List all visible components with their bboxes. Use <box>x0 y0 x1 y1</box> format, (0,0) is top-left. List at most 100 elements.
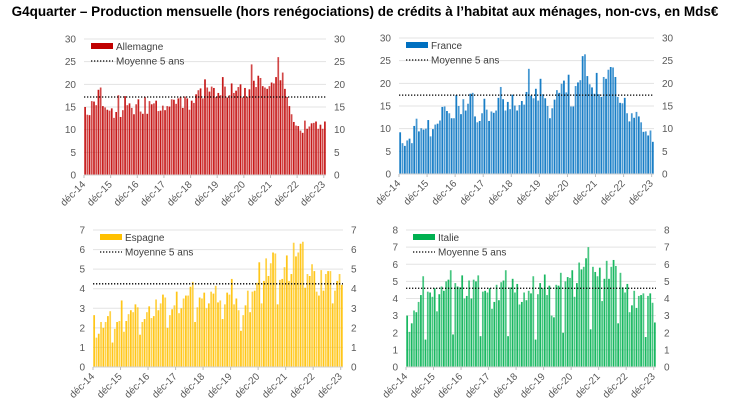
bar <box>340 284 343 367</box>
bar <box>210 291 212 367</box>
bar <box>602 76 605 174</box>
x-tick-label: déc-21 <box>570 178 600 208</box>
bar <box>137 99 140 175</box>
bar <box>557 285 560 367</box>
bar <box>276 304 279 367</box>
bar <box>159 110 162 175</box>
bar <box>649 130 652 174</box>
y-tick-label-right: 5 <box>334 148 340 159</box>
bar <box>221 77 224 175</box>
bar <box>207 303 210 367</box>
bar <box>574 86 577 174</box>
bar <box>334 290 336 367</box>
bar <box>607 69 610 174</box>
bar <box>432 129 434 174</box>
bar <box>413 310 415 367</box>
bar <box>130 107 133 175</box>
legend-swatch <box>91 43 113 49</box>
bar <box>139 111 142 175</box>
x-tick-label: déc-17 <box>463 371 493 401</box>
bar <box>157 310 160 367</box>
bar <box>155 299 157 367</box>
bar <box>558 92 561 174</box>
y-tick-label-right: 2 <box>351 323 357 334</box>
bar <box>313 271 316 367</box>
y-tick-label-right: 25 <box>334 57 346 68</box>
bar <box>320 270 323 367</box>
bar <box>284 88 286 175</box>
y-tick-label-right: 2 <box>664 328 670 339</box>
bar <box>507 336 509 367</box>
bar <box>518 105 521 174</box>
bar <box>194 321 196 367</box>
bar <box>173 305 176 367</box>
bar <box>193 102 195 175</box>
x-tick-label: déc-16 <box>436 371 466 401</box>
bar <box>498 300 500 367</box>
bar <box>249 312 251 367</box>
bar <box>584 54 586 174</box>
bar <box>577 82 579 174</box>
y-tick-label-left: 25 <box>380 56 392 67</box>
bar <box>115 111 118 175</box>
bar <box>109 311 112 367</box>
bar <box>532 98 535 174</box>
bar <box>549 118 551 174</box>
x-tick-label: déc-16 <box>430 178 460 208</box>
y-tick-label-left: 0 <box>79 363 85 374</box>
bar <box>126 105 129 175</box>
bar <box>171 309 173 367</box>
bar <box>308 126 311 175</box>
chart-italie: 0 01 12 23 34 45 56 67 78 8déc-14déc-15déc-16déc-… <box>381 226 670 401</box>
bar <box>500 282 503 367</box>
bar <box>175 103 177 175</box>
bar <box>184 96 186 175</box>
bar <box>119 116 122 175</box>
x-tick-label: déc-14 <box>68 371 98 401</box>
bar <box>585 258 587 367</box>
bar <box>450 118 453 174</box>
bar <box>406 315 409 368</box>
bar <box>315 291 318 367</box>
bar <box>99 87 102 175</box>
bar <box>189 286 192 367</box>
bar <box>217 92 220 175</box>
bar <box>288 280 290 367</box>
bar <box>274 253 277 367</box>
y-tick-label-left: 6 <box>79 245 85 256</box>
bar <box>285 255 288 367</box>
bar <box>446 110 448 174</box>
bar <box>624 292 626 367</box>
bar <box>331 303 334 367</box>
x-tick-label: déc-23 <box>628 371 658 401</box>
y-tick-label-right: 10 <box>662 124 674 135</box>
y-tick-label-right: 30 <box>662 34 674 45</box>
bar <box>217 302 219 367</box>
bar <box>86 114 89 175</box>
bar <box>290 274 293 367</box>
bar <box>612 67 614 174</box>
bar <box>111 342 114 367</box>
y-tick-label-left: 15 <box>380 102 392 113</box>
bar <box>491 308 493 367</box>
bar <box>628 121 631 174</box>
x-tick-label: déc-21 <box>260 371 290 401</box>
bar <box>594 271 597 367</box>
bar <box>572 106 575 174</box>
bar <box>166 106 169 175</box>
bar <box>253 80 255 175</box>
bar <box>408 138 411 174</box>
bar <box>122 110 124 175</box>
bar <box>219 95 222 175</box>
bar <box>136 307 139 367</box>
x-tick-label: déc-23 <box>626 178 656 208</box>
bar <box>265 258 268 367</box>
y-tick-label-right: 1 <box>351 343 357 354</box>
bar <box>439 120 441 174</box>
x-tick-label: déc-20 <box>546 371 576 401</box>
bar <box>261 86 264 175</box>
bar <box>267 275 270 367</box>
bar <box>456 286 459 367</box>
x-tick-label: déc-22 <box>598 178 628 208</box>
